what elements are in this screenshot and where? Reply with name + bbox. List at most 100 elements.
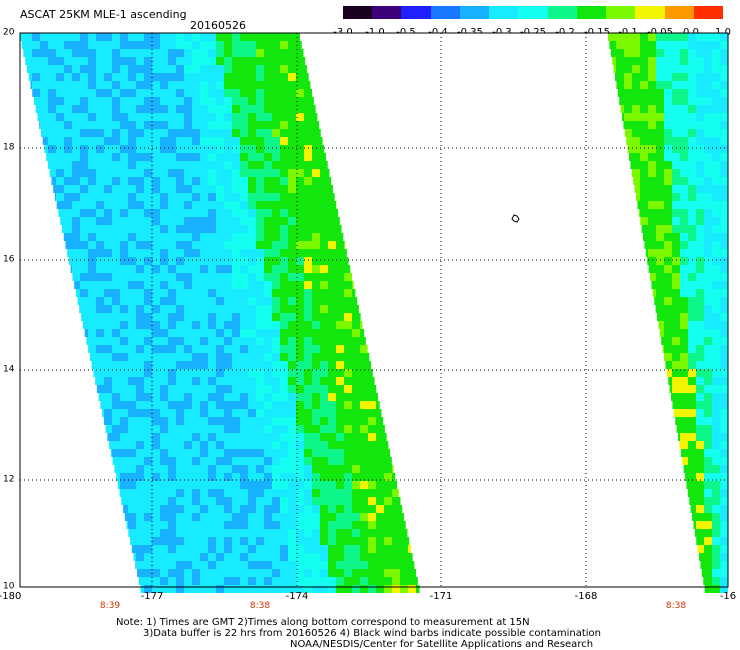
- swath-cell: [344, 241, 346, 249]
- swath-cell: [280, 417, 288, 425]
- swath-cell: [200, 409, 208, 417]
- swath-cell: [328, 569, 336, 577]
- swath-cell: [144, 209, 152, 217]
- swath-cell: [144, 137, 152, 145]
- swath-cell: [264, 329, 272, 337]
- swath-cell: [200, 481, 208, 489]
- swath-cell: [224, 73, 232, 81]
- swath-cell: [240, 33, 248, 41]
- swath-cell: [32, 33, 40, 41]
- swath-cell: [184, 377, 192, 385]
- swath-cell: [88, 97, 96, 105]
- swath-cell: [304, 441, 312, 449]
- swath-cell: [336, 225, 342, 233]
- swath-cell: [120, 153, 128, 161]
- swath-cell: [280, 129, 288, 137]
- swath-cell: [160, 161, 168, 169]
- swath-cell: [664, 145, 672, 153]
- swath-cell: [176, 449, 184, 457]
- swath-cell: [240, 417, 248, 425]
- swath-cell: [344, 513, 352, 521]
- swath-cell: [696, 289, 704, 297]
- swath-cell: [640, 73, 648, 81]
- swath-cell: [360, 449, 368, 457]
- swath-cell: [120, 321, 128, 329]
- swath-cell: [80, 65, 88, 73]
- swath-cell: [208, 217, 216, 225]
- swath-cell: [280, 241, 288, 249]
- swath-cell: [280, 289, 288, 297]
- swath-cell: [376, 529, 384, 537]
- swath-cell: [160, 233, 168, 241]
- swath-cell: [680, 193, 688, 201]
- swath-cell: [144, 489, 152, 497]
- swath-cell: [168, 473, 176, 481]
- swath-cell: [288, 193, 296, 201]
- swath-cell: [128, 233, 136, 241]
- swath-cell: [46, 153, 48, 161]
- swath-cell: [208, 225, 216, 233]
- swath-cell: [216, 97, 224, 105]
- swath-cell: [680, 241, 688, 249]
- swath-cell: [672, 329, 680, 337]
- swath-cell: [72, 177, 80, 185]
- swath-cell: [176, 161, 184, 169]
- swath-cell: [712, 409, 720, 417]
- swath-cell: [72, 153, 80, 161]
- swath-cell: [80, 89, 88, 97]
- swath-cell: [144, 249, 152, 257]
- swath-cell: [160, 465, 168, 473]
- swath-cell: [688, 425, 696, 433]
- swath-cell: [624, 89, 632, 97]
- swath-cell: [120, 81, 128, 89]
- swath-cell: [256, 513, 264, 521]
- swath-cell: [264, 305, 272, 313]
- swath-cell: [720, 233, 728, 241]
- swath-cell: [232, 153, 240, 161]
- swath-cell: [384, 481, 392, 489]
- swath-cell: [232, 65, 240, 73]
- swath-cell: [720, 481, 728, 489]
- swath-cell: [648, 225, 656, 233]
- swath-cell: [88, 89, 96, 97]
- swath-cell: [216, 161, 224, 169]
- swath-cell: [328, 433, 336, 441]
- swath-cell: [232, 545, 240, 553]
- swath-cell: [704, 457, 712, 465]
- swath-cell: [304, 289, 312, 297]
- swath-cell: [240, 201, 248, 209]
- swath-cell: [648, 57, 656, 65]
- swath-cell: [224, 193, 232, 201]
- swath-cell: [160, 385, 168, 393]
- colorbar-segment: [547, 6, 577, 19]
- swath-cell: [96, 345, 104, 353]
- swath-cell: [216, 321, 224, 329]
- swath-cell: [288, 505, 296, 513]
- swath-cell: [152, 129, 160, 137]
- swath-cell: [712, 41, 720, 49]
- swath-cell: [360, 313, 361, 321]
- swath-cell: [168, 113, 176, 121]
- swath-cell: [280, 545, 288, 553]
- swath-cell: [176, 153, 184, 161]
- swath-cell: [272, 401, 280, 409]
- swath-cell: [376, 585, 384, 593]
- swath-cell: [56, 41, 64, 49]
- swath-cell: [304, 401, 312, 409]
- swath-cell: [320, 193, 328, 201]
- swath-cell: [624, 41, 632, 49]
- swath-cell: [128, 393, 136, 401]
- swath-cell: [264, 209, 272, 217]
- swath-cell: [33, 97, 40, 105]
- swath-cell: [264, 137, 272, 145]
- swath-cell: [376, 481, 384, 489]
- swath-cell: [688, 257, 696, 265]
- swath-cell: [128, 377, 136, 385]
- swath-cell: [200, 225, 208, 233]
- swath-cell: [704, 441, 712, 449]
- swath-cell: [152, 81, 160, 89]
- swath-cell: [128, 153, 136, 161]
- swath-cell: [248, 337, 256, 345]
- swath-cell: [672, 33, 680, 41]
- swath-cell: [216, 521, 224, 529]
